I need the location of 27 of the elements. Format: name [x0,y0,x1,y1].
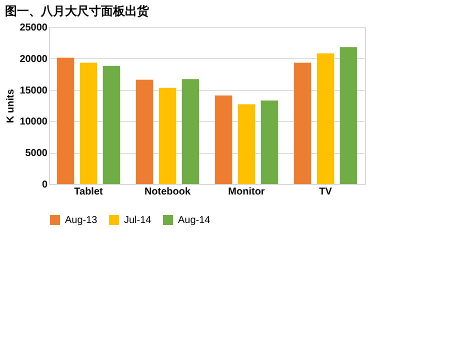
bar [158,88,176,184]
bar [102,66,120,184]
y-tick-label: 5000 [25,148,48,160]
y-axis-title: K units [6,88,17,123]
legend-label: Jul-14 [124,215,152,226]
y-tick-label: 15000 [20,85,48,96]
bar [80,62,98,184]
legend-label: Aug-13 [65,215,98,226]
bar [294,62,312,184]
y-tick-label: 25000 [20,22,48,34]
y-tick-label: 10000 [20,116,48,128]
legend-label: Aug-14 [178,215,211,226]
bar [136,80,154,184]
bar [56,58,74,184]
bar [340,47,358,184]
chart-title: 图一、八月大尺寸面板出货 [5,4,150,18]
y-tick-label: 20000 [20,54,48,65]
bar [238,104,256,184]
y-tick-label: 0 [42,180,48,190]
bar [182,79,200,184]
x-tick-label: Tablet [74,186,104,198]
x-tick-label: Monitor [228,186,265,198]
x-tick-label: TV [319,186,332,198]
x-tick-label: Notebook [144,186,191,198]
bar [260,100,278,184]
bar [316,53,334,184]
bar [214,95,232,184]
